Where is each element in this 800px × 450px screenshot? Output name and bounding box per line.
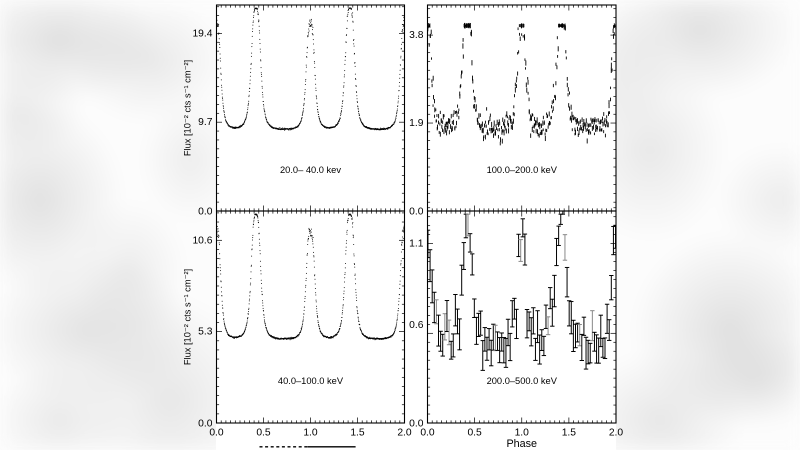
svg-text:1.5: 1.5 [350,428,365,439]
svg-text:1.1: 1.1 [409,239,424,250]
svg-text:9.7: 9.7 [198,117,213,128]
svg-text:10.6: 10.6 [192,235,212,246]
svg-text:200.0–500.0 keV: 200.0–500.0 keV [487,376,558,386]
svg-text:1.0: 1.0 [303,428,318,439]
svg-text:19.4: 19.4 [192,28,212,39]
svg-text:5.3: 5.3 [198,327,213,338]
svg-text:Flux [10⁻² cts s⁻¹ cm⁻²]: Flux [10⁻² cts s⁻¹ cm⁻²] [183,60,193,156]
svg-text:0.5: 0.5 [467,428,482,439]
svg-text:0.0: 0.0 [209,428,224,439]
svg-text:1.0: 1.0 [515,428,530,439]
svg-text:0.0: 0.0 [420,428,435,439]
svg-text:1.9: 1.9 [409,118,424,129]
svg-text:100.0–200.0 keV: 100.0–200.0 keV [487,165,558,175]
svg-text:0.6: 0.6 [409,320,424,331]
svg-text:3.8: 3.8 [409,30,424,41]
svg-text:2.0: 2.0 [609,428,624,439]
svg-text:2.0: 2.0 [397,428,412,439]
svg-text:Phase: Phase [506,438,537,450]
svg-text:0.5: 0.5 [256,428,271,439]
svg-text:1.5: 1.5 [562,428,577,439]
svg-text:40.0–100.0 keV: 40.0–100.0 keV [278,376,344,386]
svg-text:0.0: 0.0 [198,206,213,217]
svg-text:20.0– 40.0 kev: 20.0– 40.0 kev [280,165,341,175]
svg-text:Flux [10⁻² cts s⁻¹ cm⁻²]: Flux [10⁻² cts s⁻¹ cm⁻²] [183,269,193,365]
svg-text:0.0: 0.0 [409,206,424,217]
